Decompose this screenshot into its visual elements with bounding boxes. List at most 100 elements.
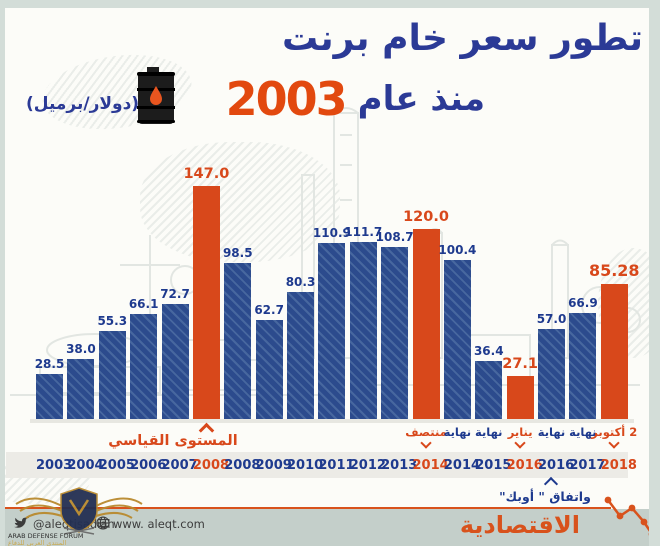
bar-value-label: 55.3 [97,314,128,328]
year-label: 2004 [67,457,104,473]
year-label: 2008 [192,457,230,473]
bar-column: 98.5 [223,246,253,419]
year-label: 2016 [506,457,543,473]
period-labels-row: منتصف نهاية نهاية يناير نهاية نهاية 2 أكتوبر [36,425,637,451]
hatch-blob [140,142,340,262]
bar [600,284,628,419]
bar [161,304,189,419]
bar-column: 147.0 [183,166,229,419]
bar [318,243,346,419]
bar [287,292,314,419]
period-label: نهاية [474,425,503,439]
oil-drop-icon [150,86,162,105]
bar-value-label: 110.9 [312,226,351,240]
period-cell: نهاية [443,425,472,439]
footer [0,509,660,546]
year-label: 2014 [443,457,481,473]
brand-logo: الاقتصادية [459,511,580,539]
bar [130,314,158,419]
bar [569,313,597,419]
bar-column: 85.28 [589,261,640,419]
years-axis-band [6,452,628,478]
year-label: 2017 [569,457,606,473]
bar-column: 66.9 [568,296,598,419]
bar-column: 80.3 [285,275,316,419]
year-label: 2012 [349,457,386,473]
svg-text:المنتدى العربي للدفاع: المنتدى العربي للدفاع [8,539,67,546]
bar-value-label: 85.28 [588,261,640,280]
opec-agreement-label: واتفاق " أوبك" [499,489,591,504]
bar-value-label: 108.7 [375,230,414,244]
year-label: 2009 [255,457,292,473]
bar [255,320,283,419]
frame-border [0,0,5,546]
bar-column: 72.7 [160,287,190,419]
period-label: نهاية [443,425,472,439]
opec-agreement-annotation: واتفاق " أوبك" [470,476,620,504]
period-cell: 2 أكتوبر [591,425,637,449]
bar [412,229,440,419]
bar [36,374,63,419]
twitter-icon [14,516,29,528]
bar-column: 36.4 [473,344,504,419]
year-label: 2014 [412,457,449,473]
bar-value-label: 120.0 [403,209,449,225]
bar-column: 100.4 [438,243,476,419]
chevron-down-icon [608,437,620,449]
bar-value-label: 66.1 [128,297,159,311]
watermark-emblem: ARAB DEFENSE FORUM المنتدى العربي للدفاع [8,487,143,546]
year-label: 2003 [36,457,73,473]
bar-column: 55.3 [97,314,128,419]
bar-column: 66.1 [128,297,159,419]
period-cell: يناير [507,425,534,449]
bar-column: 57.0 [537,312,566,419]
bar-value-label: 36.4 [473,344,504,358]
bar-value-label: 147.0 [183,166,230,182]
chevron-down-icon [420,437,432,449]
year-label: 2008 [224,457,261,473]
year-label: 2011 [318,457,355,473]
bar-value-label: 80.3 [285,275,316,289]
period-cell: نهاية [474,425,503,439]
bar [443,260,471,419]
bar [475,361,503,419]
subtitle-text: منذ عام [357,79,485,119]
period-cell: نهاية [569,425,597,439]
unit-label: (دولار/برميل) [26,94,140,114]
bar-column: 62.7 [254,303,284,419]
bar-column: 110.9 [313,226,351,419]
record-level-annotation: المستوى القياسي [98,422,248,449]
website-url: www. aleqt.com [113,517,205,531]
year-label: 2018 [600,457,637,473]
bar [192,186,220,419]
bar [349,242,377,419]
page-subtitle: منذ عام 2003 [226,72,485,126]
record-level-label: المستوى القياسي [108,433,238,449]
globe-icon [96,516,110,530]
subtitle-year: 2003 [225,72,348,126]
period-label: نهاية [537,425,566,439]
period-label: منتصف [405,425,447,439]
year-label: 2013 [381,457,418,473]
oil-barrel-icon [137,67,175,124]
year-label: 2007 [161,457,198,473]
bar [67,359,95,419]
year-label: 2006 [130,457,167,473]
frame-border [0,0,660,8]
bar-value-label: 62.7 [254,303,284,317]
period-label: يناير [507,425,533,439]
period-label: نهاية [569,425,597,439]
bar-value-label: 100.4 [438,243,477,257]
bar-value-label: 66.9 [568,296,598,310]
bar-column: 111.7 [344,225,382,419]
year-label: 2016 [538,457,575,473]
bar-value-label: 111.7 [344,225,383,239]
frame-border [649,0,660,546]
bar-value-label: 72.7 [160,287,190,301]
watermark-text: ARAB DEFENSE FORUM [8,532,84,540]
bar-column: 38.0 [66,342,96,419]
chart: 28.5 38.0 55.3 66.1 72.7 147.0 98.5 62.7 80.3 110… [35,160,640,419]
bar [224,263,252,419]
bar-value-label: 27.1 [502,356,539,372]
